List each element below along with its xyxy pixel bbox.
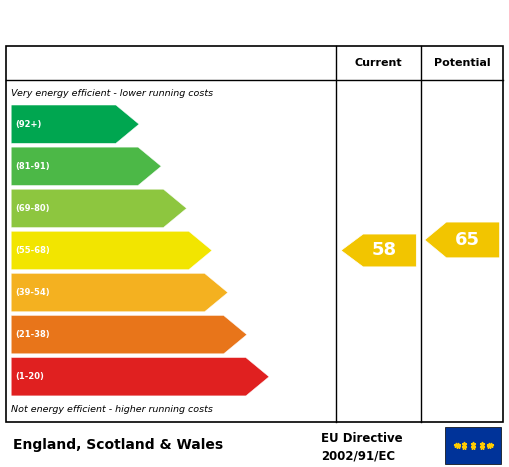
Text: 58: 58: [371, 241, 397, 260]
Text: Very energy efficient - lower running costs: Very energy efficient - lower running co…: [11, 89, 213, 98]
Text: 65: 65: [455, 231, 480, 249]
Polygon shape: [11, 231, 212, 269]
Text: (92+): (92+): [15, 120, 42, 129]
Polygon shape: [11, 273, 228, 311]
Text: (21-38): (21-38): [15, 330, 50, 339]
Polygon shape: [11, 358, 269, 396]
Polygon shape: [11, 316, 247, 354]
Text: B: B: [162, 159, 174, 174]
Text: Current: Current: [355, 58, 403, 68]
Text: Energy Efficiency Rating: Energy Efficiency Rating: [110, 12, 399, 32]
Text: (39-54): (39-54): [15, 288, 50, 297]
Polygon shape: [425, 222, 500, 258]
Text: Not energy efficient - higher running costs: Not energy efficient - higher running co…: [11, 405, 213, 414]
Text: Potential: Potential: [434, 58, 491, 68]
Text: A: A: [140, 117, 152, 132]
Text: F: F: [248, 327, 258, 342]
FancyBboxPatch shape: [445, 427, 501, 464]
Text: (69-80): (69-80): [15, 204, 50, 213]
Text: D: D: [213, 243, 225, 258]
Polygon shape: [11, 189, 186, 227]
Polygon shape: [11, 105, 139, 143]
Text: (55-68): (55-68): [15, 246, 50, 255]
Text: EU Directive: EU Directive: [321, 432, 402, 445]
Text: E: E: [229, 285, 239, 300]
Polygon shape: [11, 147, 161, 185]
Text: England, Scotland & Wales: England, Scotland & Wales: [13, 439, 223, 452]
Text: 2002/91/EC: 2002/91/EC: [321, 450, 395, 463]
Text: (1-20): (1-20): [15, 372, 44, 381]
Polygon shape: [341, 234, 416, 267]
Text: (81-91): (81-91): [15, 162, 50, 171]
Text: G: G: [270, 369, 282, 384]
Text: C: C: [187, 201, 199, 216]
